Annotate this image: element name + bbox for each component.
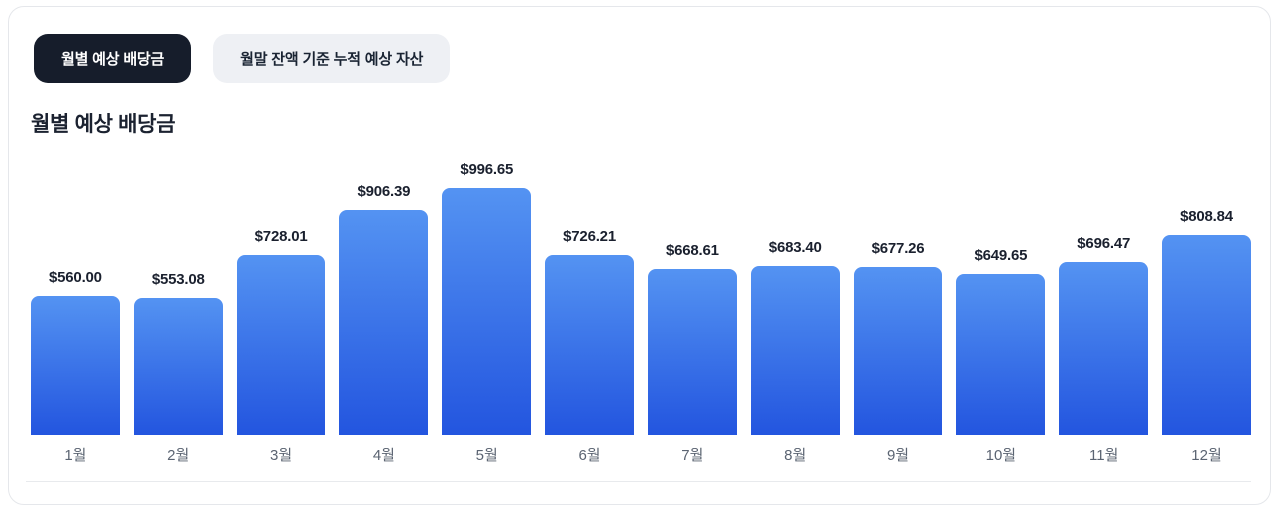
bar[interactable] — [442, 188, 532, 435]
bar-value-label: $996.65 — [460, 161, 514, 178]
x-axis-label: 3월 — [269, 447, 293, 464]
bar-value-label: $808.84 — [1180, 208, 1233, 225]
bar-value-label: $726.21 — [563, 228, 616, 245]
bar[interactable] — [750, 266, 840, 435]
bar-value-label: $906.39 — [357, 183, 411, 200]
bar[interactable] — [339, 210, 429, 435]
x-axis-label: 9월 — [886, 447, 910, 464]
tab-cumulative-assets[interactable]: 월말 잔액 기준 누적 예상 자산 — [213, 34, 451, 83]
bar-column: $683.40 8월 — [750, 239, 840, 464]
tab-bar: 월별 예상 배당금 월말 잔액 기준 누적 예상 자산 — [9, 7, 1270, 83]
bar[interactable] — [647, 269, 737, 435]
tab-monthly-dividend[interactable]: 월별 예상 배당금 — [34, 34, 192, 83]
bar-value-label: $683.40 — [768, 239, 822, 256]
bar-column: $649.65 10월 — [956, 247, 1046, 464]
bar-value-label: $560.00 — [49, 269, 102, 286]
bar-value-label: $649.65 — [974, 247, 1028, 264]
x-axis-label: 2월 — [167, 447, 190, 464]
bar-value-label: $677.26 — [871, 240, 925, 257]
bar-column: $728.01 3월 — [236, 228, 326, 464]
bar-column: $696.47 11월 — [1059, 235, 1149, 464]
bar-column: $726.21 6월 — [545, 228, 634, 464]
bar[interactable] — [545, 255, 634, 435]
bar[interactable] — [236, 255, 326, 435]
x-axis-label: 12월 — [1191, 447, 1222, 464]
bar-column: $560.00 1월 — [31, 269, 120, 464]
bar-value-label: $668.61 — [665, 242, 719, 259]
x-axis-label: 7월 — [681, 447, 704, 464]
bar-column: $677.26 9월 — [853, 240, 943, 464]
bar-value-label: $553.08 — [151, 271, 205, 288]
bar[interactable] — [31, 296, 120, 435]
bar[interactable] — [853, 267, 943, 435]
x-axis-label: 4월 — [372, 447, 395, 464]
x-axis-label: 11월 — [1089, 447, 1119, 464]
bar-column: $996.65 5월 — [442, 161, 532, 464]
chart-title: 월별 예상 배당금 — [31, 113, 176, 136]
x-axis-label: 1월 — [64, 447, 87, 464]
dividend-chart-card: 월별 예상 배당금 월말 잔액 기준 누적 예상 자산 월별 예상 배당금 $5… — [8, 6, 1271, 505]
bar[interactable] — [1059, 262, 1149, 435]
bar-value-label: $728.01 — [254, 228, 308, 245]
bar-column: $668.61 7월 — [647, 242, 737, 464]
x-axis-label: 10월 — [985, 447, 1017, 464]
x-axis-label: 5월 — [475, 447, 498, 464]
bar-value-label: $696.47 — [1077, 235, 1131, 252]
x-axis-label: 6월 — [578, 447, 601, 464]
monthly-dividend-bar-chart: $560.00 1월 $553.08 2월 $728.01 3월 $906.39 4월 $996… — [31, 161, 1251, 464]
bar-column: $808.84 12월 — [1162, 208, 1251, 464]
bar-column: $553.08 2월 — [133, 271, 223, 464]
divider — [26, 481, 1251, 482]
bar[interactable] — [133, 298, 223, 435]
bar[interactable] — [956, 274, 1046, 435]
x-axis-label: 8월 — [784, 447, 807, 464]
bar[interactable] — [1162, 235, 1251, 435]
bar-column: $906.39 4월 — [339, 183, 429, 464]
